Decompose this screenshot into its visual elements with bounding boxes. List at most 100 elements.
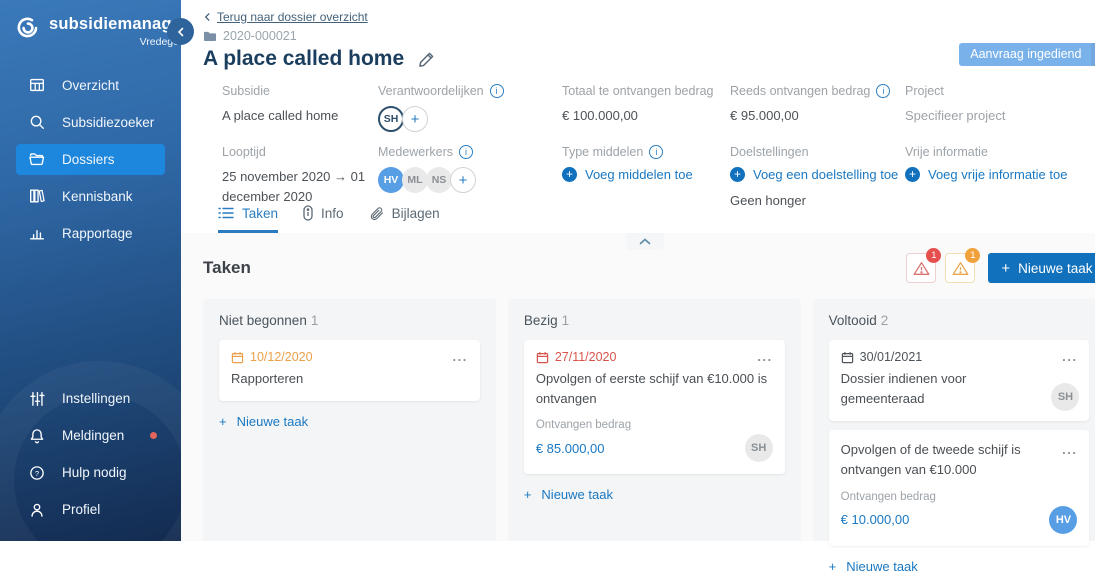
task-due-date: 10/12/2020 (250, 350, 313, 364)
sidebar-item-label: Hulp nodig (62, 465, 127, 480)
grid-icon (27, 75, 47, 95)
field-label: Medewerkers (378, 145, 454, 159)
info-icon[interactable]: i (649, 145, 664, 159)
info-icon[interactable]: i (459, 145, 474, 159)
plus-circle-icon: + (905, 167, 920, 182)
info-icon[interactable]: i (876, 84, 891, 98)
breadcrumb[interactable]: Terug naar dossier overzicht (203, 10, 368, 24)
sidebar-item-kennisbank[interactable]: Kennisbank (16, 181, 165, 212)
sidebar-nav: Overzicht Subsidiezoeker Dossiers (0, 70, 181, 249)
dossier-details: Subsidie A place called home Verantwoord… (203, 71, 1095, 224)
add-task-link[interactable]: + Nieuwe taak (524, 487, 613, 502)
reeds-ontvangen-value[interactable]: € 95.000,00 (730, 108, 799, 123)
looptijd-value[interactable]: 25 november 2020 → 01 december 2020 (222, 169, 366, 204)
sidebar-item-profiel[interactable]: Profiel (16, 494, 165, 525)
tasks-section: Taken 1 (181, 233, 1095, 574)
column-voltooid: Voltooid 2 30/01/2021 (812, 299, 1095, 574)
avatar[interactable]: SH (1051, 383, 1080, 412)
column-bezig: Bezig 1 27/11/2020 (507, 299, 801, 541)
column-count: 1 (310, 313, 319, 328)
edit-title-button[interactable] (417, 50, 436, 69)
amount-label: Ontvangen bedrag (840, 490, 936, 503)
avatar[interactable]: HV (378, 167, 404, 193)
task-card[interactable]: 30/01/2021 ... Dossier indienen voor gem… (828, 340, 1090, 422)
task-card[interactable]: 27/11/2020 ... Opvolgen of eerste schijf… (523, 340, 785, 475)
add-link-label: Voeg een doelstelling toe (753, 167, 899, 182)
doelstelling-value[interactable]: Geen honger (730, 193, 806, 208)
dossier-number-row: 2020-000021 (203, 29, 1095, 43)
avatar[interactable]: SH (378, 106, 404, 132)
organization-name: Vredegem (139, 35, 181, 48)
books-icon (27, 186, 47, 206)
add-doelstelling-link[interactable]: + Voeg een doelstelling toe (730, 167, 898, 182)
add-middelen-link[interactable]: + Voeg middelen toe (562, 167, 693, 182)
collapse-details-button[interactable] (626, 233, 664, 250)
tab-bijlagen[interactable]: Bijlagen (369, 205, 440, 233)
new-task-button[interactable]: + Nieuwe taak (988, 253, 1095, 283)
sidebar-item-rapportage[interactable]: Rapportage (16, 218, 165, 249)
card-menu-button[interactable]: ... (757, 349, 773, 365)
add-vrije-informatie-link[interactable]: + Voeg vrije informatie toe (905, 167, 1067, 182)
info-icon[interactable]: i (489, 84, 504, 98)
sliders-icon (27, 389, 47, 409)
sidebar-item-label: Dossiers (62, 151, 115, 167)
task-card[interactable]: 10/12/2020 ... Rapporteren (219, 340, 480, 402)
task-title: Rapporteren (231, 371, 304, 386)
tasks-heading: Taken (203, 258, 251, 277)
page-title: A place called home (203, 47, 405, 70)
sidebar-item-label: Overzicht (62, 77, 120, 93)
sidebar-collapse-button[interactable] (167, 18, 194, 45)
avatar[interactable]: SH (744, 434, 773, 463)
sidebar-item-label: Kennisbank (62, 188, 133, 204)
overdue-alerts-button[interactable]: 1 (906, 248, 942, 283)
field-label: Project (905, 84, 944, 98)
field-totaal-bedrag: Totaal te ontvangen bedrag € 100.000,00 (562, 84, 730, 132)
add-task-link[interactable]: + Nieuwe taak (219, 414, 308, 429)
dossier-tabs: Taken Info Bijlage (218, 205, 440, 233)
sidebar-item-meldingen[interactable]: Meldingen (16, 420, 165, 451)
card-menu-button[interactable]: ... (1062, 442, 1078, 458)
avatar[interactable]: NS (426, 167, 452, 193)
project-placeholder[interactable]: Specifieer project (905, 108, 1006, 123)
paperclip-icon (369, 206, 384, 221)
sidebar-item-hulp-nodig[interactable]: ? Hulp nodig (16, 457, 165, 488)
add-task-link[interactable]: + Nieuwe taak (829, 559, 918, 574)
main-content: Terug naar dossier overzicht 2020-000021… (181, 0, 1095, 574)
task-title: Opvolgen of eerste schijf van €10.000 is… (535, 371, 768, 407)
warning-triangle-icon (952, 261, 969, 276)
chevron-left-icon (203, 12, 212, 22)
add-link-label: Voeg vrije informatie toe (928, 167, 1068, 182)
totaal-bedrag-value[interactable]: € 100.000,00 (562, 108, 638, 123)
sidebar-item-overzicht[interactable]: Overzicht (16, 70, 165, 101)
avatar[interactable]: HV (1049, 505, 1078, 534)
task-card[interactable]: ... Opvolgen of de tweede schijf is ontv… (828, 430, 1090, 546)
column-count: 2 (880, 313, 889, 328)
card-menu-button[interactable]: ... (452, 349, 468, 365)
dossier-header-panel: Terug naar dossier overzicht 2020-000021… (181, 0, 1095, 233)
info-pill-icon (303, 205, 313, 221)
task-due-date: 30/01/2021 (859, 350, 923, 364)
tab-info[interactable]: Info (303, 205, 344, 233)
plus-icon: + (523, 487, 532, 503)
status-dropdown[interactable]: Aanvraag ingediend (959, 43, 1095, 66)
card-menu-button[interactable]: ... (1062, 349, 1078, 365)
add-verantwoordelijke-button[interactable]: + (402, 106, 428, 132)
sidebar-item-label: Profiel (62, 502, 101, 517)
add-medewerker-button[interactable]: + (450, 167, 476, 193)
sidebar-item-instellingen[interactable]: Instellingen (16, 383, 165, 414)
back-to-dossiers-link[interactable]: Terug naar dossier overzicht (217, 10, 368, 24)
warning-alerts-button[interactable]: 1 (945, 248, 981, 283)
plus-icon: + (1001, 259, 1011, 277)
subsidie-value[interactable]: A place called home (222, 108, 339, 123)
avatar[interactable]: ML (402, 167, 428, 193)
column-niet-begonnen: Niet begonnen 1 10/12/2020 (203, 299, 496, 541)
sidebar-item-dossiers[interactable]: Dossiers (16, 143, 165, 175)
sidebar-item-subsidiezoeker[interactable]: Subsidiezoeker (16, 107, 165, 138)
status-badge: Aanvraag ingediend (970, 47, 1082, 61)
field-label: Reeds ontvangen bedrag (730, 84, 871, 98)
chevron-up-icon (639, 238, 651, 245)
bell-icon (27, 426, 47, 446)
chevron-left-icon (176, 27, 186, 37)
tab-taken[interactable]: Taken (218, 205, 279, 233)
